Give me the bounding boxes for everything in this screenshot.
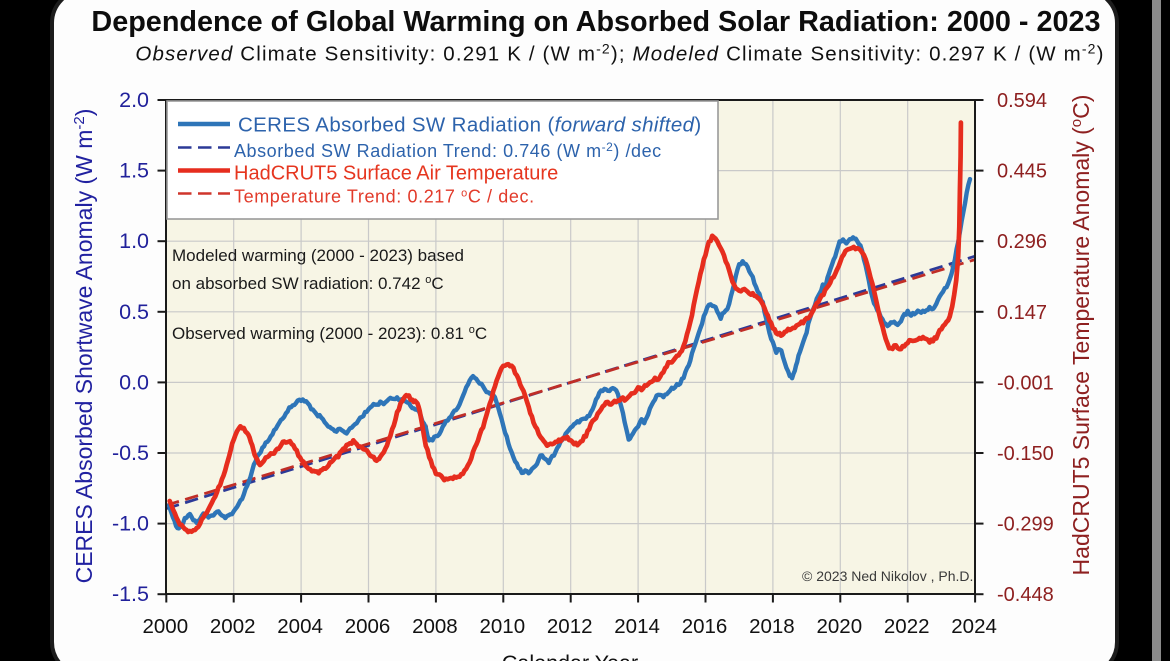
svg-text:0.0: 0.0: [119, 370, 149, 394]
svg-text:2018: 2018: [749, 615, 795, 638]
svg-text:CERES Absorbed SW Radiation (f: CERES Absorbed SW Radiation (forward shi…: [238, 114, 702, 137]
svg-text:0.5: 0.5: [119, 300, 149, 324]
svg-text:2006: 2006: [345, 615, 391, 638]
svg-text:© 2023 Ned Nikolov , Ph.D.: © 2023 Ned Nikolov , Ph.D.: [802, 568, 973, 584]
svg-text:2014: 2014: [614, 615, 660, 638]
svg-text:HadCRUT5 Surface Air Temperatu: HadCRUT5 Surface Air Temperature: [234, 163, 558, 185]
svg-text:2010: 2010: [479, 615, 525, 638]
svg-text:-0.001: -0.001: [997, 372, 1054, 394]
svg-text:2004: 2004: [277, 615, 323, 638]
svg-text:2008: 2008: [412, 615, 458, 638]
svg-text:2000: 2000: [142, 615, 188, 638]
svg-text:-0.150: -0.150: [997, 443, 1054, 465]
svg-text:-0.448: -0.448: [997, 584, 1054, 606]
svg-text:-0.299: -0.299: [997, 514, 1054, 536]
svg-text:-1.0: -1.0: [112, 512, 149, 536]
svg-text:HadCRUT5 Surface Temperature A: HadCRUT5 Surface Temperature Anomaly (oC…: [1068, 95, 1094, 576]
svg-text:Temperature Trend: 0.217 oC /: Temperature Trend: 0.217 oC / dec.: [234, 187, 535, 207]
svg-text:-1.5: -1.5: [112, 582, 149, 606]
svg-text:Observed warming (2000 - 2023): Observed warming (2000 - 2023): 0.81 oC: [172, 324, 487, 343]
svg-text:2.0: 2.0: [119, 88, 149, 112]
svg-text:1.5: 1.5: [119, 159, 149, 183]
svg-text:0.445: 0.445: [997, 161, 1047, 183]
svg-text:1.0: 1.0: [119, 229, 149, 253]
svg-text:2024: 2024: [951, 615, 997, 638]
svg-text:2020: 2020: [816, 615, 862, 638]
svg-text:on absorbed SW radiation: 0.74: on absorbed SW radiation: 0.742 oC: [172, 274, 444, 293]
svg-text:Calendar Year: Calendar Year: [502, 651, 638, 661]
svg-text:0.147: 0.147: [997, 302, 1047, 324]
svg-text:Modeled warming (2000 - 2023): Modeled warming (2000 - 2023) based: [172, 246, 464, 265]
svg-text:-0.5: -0.5: [112, 441, 149, 465]
svg-text:Observed Climate Sensitivity:: Observed Climate Sensitivity: 0.291 K / …: [135, 41, 1104, 66]
svg-text:CERES Absorbed Shortwave Anoma: CERES Absorbed Shortwave Anomaly (W m-2): [71, 109, 97, 584]
svg-text:2012: 2012: [547, 615, 593, 638]
svg-text:0.594: 0.594: [997, 90, 1047, 112]
svg-text:2002: 2002: [210, 615, 256, 638]
svg-text:Absorbed SW Radiation Trend: 0: Absorbed SW Radiation Trend: 0.746 (W m-…: [234, 140, 662, 161]
svg-text:Dependence of Global Warming o: Dependence of Global Warming on Absorbed…: [91, 6, 1100, 38]
svg-text:2022: 2022: [884, 615, 930, 638]
svg-text:2016: 2016: [682, 615, 728, 638]
svg-text:0.296: 0.296: [997, 231, 1047, 253]
